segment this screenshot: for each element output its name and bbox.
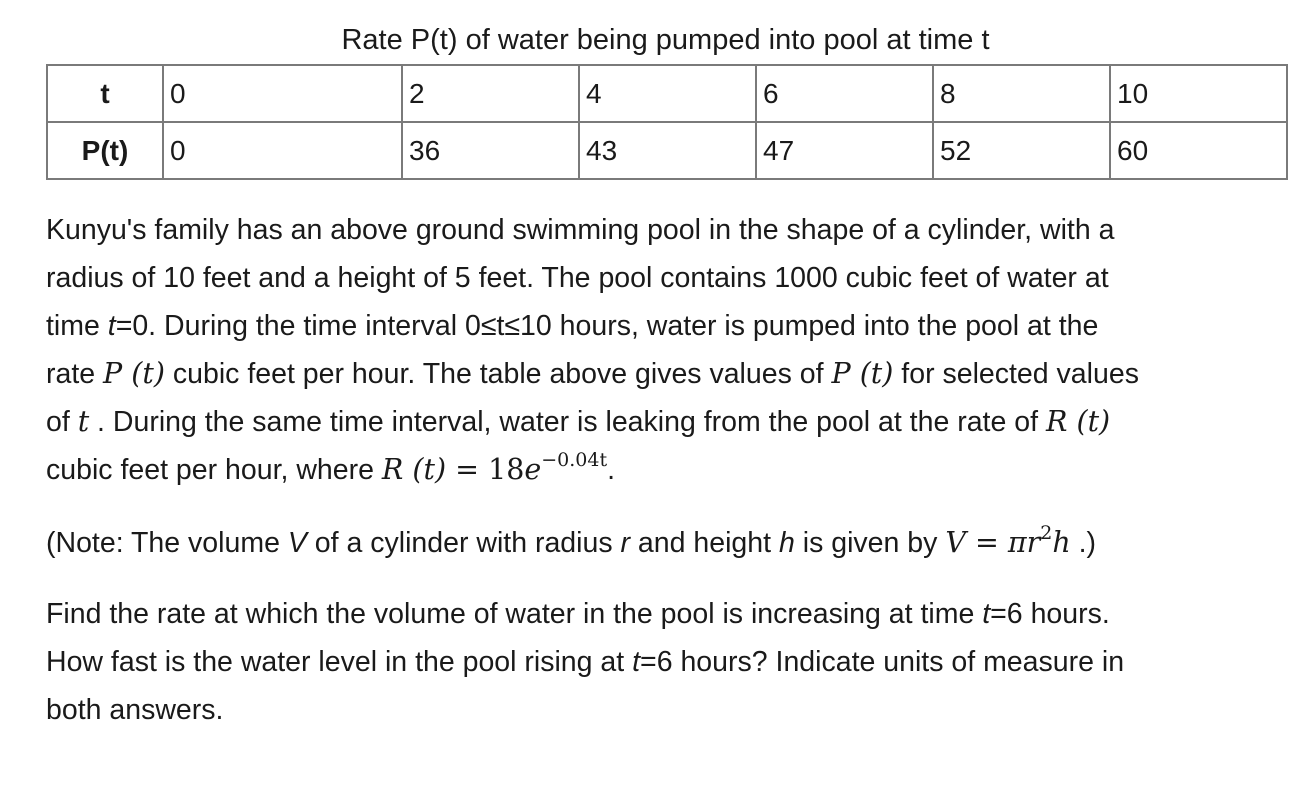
math-R-of-t: R (t) [1045, 405, 1111, 438]
text-fragment: of a cylinder with radius [306, 527, 621, 559]
text-fragment: Find the rate at which the volume of wat… [46, 598, 983, 630]
note-line: (Note: The volume V of a cylinder with r… [46, 519, 1286, 570]
table-cell: 6 [755, 64, 934, 123]
problem-line: time t=0. During the time interval 0≤t≤1… [46, 302, 1286, 350]
row-header-t: t [46, 64, 164, 123]
text-fragment: .) [1070, 527, 1097, 559]
math-equals: = 18 [446, 453, 525, 486]
text-fragment: How fast is the water level in the pool … [46, 646, 633, 678]
problem-line: radius of 10 feet and a height of 5 feet… [46, 262, 1109, 294]
text-fragment: rate [46, 358, 104, 390]
text-fragment: =6 hours. [990, 598, 1110, 630]
problem-line: cubic feet per hour, where R (t) = 18e−0… [46, 446, 1286, 497]
table-row-t: t 0 2 4 6 8 10 [46, 64, 1288, 123]
text-fragment: cubic feet per hour. The table above giv… [164, 358, 832, 390]
table-row-pt: P(t) 0 36 43 47 52 60 [46, 121, 1288, 180]
text-fragment: . [607, 454, 616, 486]
note-paragraph: (Note: The volume V of a cylinder with r… [46, 519, 1286, 570]
problem-paragraph: Kunyu's family has an above ground swimm… [46, 206, 1286, 497]
table-cell: 0 [162, 121, 403, 180]
variable-h: h [778, 527, 795, 559]
text-fragment: =6 hours? Indicate units of measure in [640, 646, 1125, 678]
math-R-of-t: R (t) [381, 453, 447, 486]
math-P-of-t: P (t) [103, 357, 165, 390]
question-paragraph: Find the rate at which the volume of wat… [46, 590, 1286, 734]
question-line: How fast is the water level in the pool … [46, 638, 1286, 686]
math-exponent: −0.04t [541, 449, 608, 471]
math-exponent: 2 [1040, 522, 1053, 544]
table-cell: 10 [1109, 64, 1288, 123]
math-P-of-t: P (t) [831, 357, 894, 390]
text-fragment: (Note: The volume [46, 527, 288, 559]
text-fragment: of [46, 406, 78, 438]
math-t: t [77, 405, 90, 438]
math-volume-formula: V = πr [945, 526, 1041, 559]
table-cell: 8 [932, 64, 1111, 123]
problem-line: Kunyu's family has an above ground swimm… [46, 214, 1115, 246]
variable-r: r [620, 527, 631, 559]
table-cell: 52 [932, 121, 1111, 180]
text-fragment: for selected values [893, 358, 1139, 390]
text-fragment: and height [630, 527, 779, 559]
data-table: t 0 2 4 6 8 10 P(t) 0 36 43 47 52 60 [46, 64, 1288, 180]
table-caption: Rate P(t) of water being pumped into poo… [341, 24, 990, 56]
variable-t: t [107, 310, 116, 342]
question-line: Find the rate at which the volume of wat… [46, 590, 1286, 638]
math-e: e [524, 453, 542, 486]
table-cell: 4 [578, 64, 757, 123]
text-fragment: is given by [794, 527, 946, 559]
row-header-pt: P(t) [46, 121, 164, 180]
variable-t: t [982, 598, 991, 630]
text-fragment: =0. During the time interval 0≤t≤10 hour… [115, 310, 1099, 342]
table-cell: 2 [401, 64, 580, 123]
text-fragment: cubic feet per hour, where [46, 454, 382, 486]
variable-t: t [632, 646, 641, 678]
table-cell: 47 [755, 121, 934, 180]
table-cell: 36 [401, 121, 580, 180]
variable-V: V [287, 527, 307, 559]
question-line: both answers. [46, 694, 224, 726]
text-fragment: . During the same time interval, water i… [89, 406, 1046, 438]
table-cell: 0 [162, 64, 403, 123]
table-cell: 43 [578, 121, 757, 180]
math-h: h [1052, 526, 1071, 559]
problem-line: of t . During the same time interval, wa… [46, 398, 1286, 446]
table-cell: 60 [1109, 121, 1288, 180]
problem-line: rate P (t) cubic feet per hour. The tabl… [46, 350, 1286, 398]
text-fragment: time [46, 310, 108, 342]
